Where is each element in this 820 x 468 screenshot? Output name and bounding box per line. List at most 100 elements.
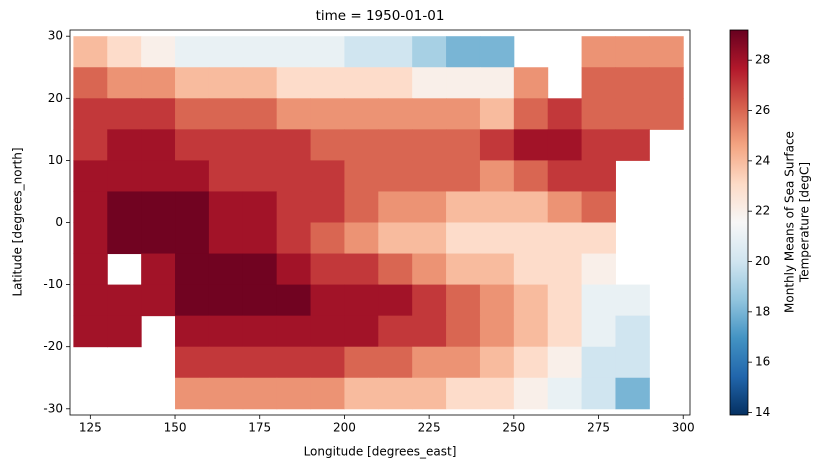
y-tick-label: -20 <box>43 339 63 353</box>
heatmap-cell <box>649 36 684 68</box>
heatmap-cell <box>513 377 549 410</box>
heatmap-cell <box>242 36 278 68</box>
colorbar <box>729 29 749 416</box>
heatmap-cell <box>378 346 413 379</box>
heatmap-cell <box>175 253 210 286</box>
heatmap-cell <box>479 284 515 317</box>
heatmap-cell <box>107 98 142 130</box>
heatmap-cell <box>581 98 616 130</box>
heatmap-cell <box>378 315 413 348</box>
heatmap-cell <box>276 253 312 286</box>
heatmap-cell <box>615 284 650 317</box>
heatmap-cell <box>446 160 481 192</box>
heatmap-cell <box>581 377 616 410</box>
heatmap-cell <box>276 346 312 379</box>
heatmap-cell <box>547 346 583 379</box>
heatmap-cell <box>615 98 650 130</box>
heatmap-cell <box>175 191 210 223</box>
heatmap-cell <box>446 284 481 317</box>
heatmap-cell <box>547 129 583 161</box>
heatmap-cell <box>73 253 108 286</box>
heatmap-cell <box>513 191 549 223</box>
heatmap-cell <box>242 129 278 161</box>
heatmap-cell <box>141 98 176 130</box>
heatmap-cell <box>141 284 176 317</box>
heatmap-cell <box>378 36 413 68</box>
heatmap-cell <box>412 253 447 286</box>
heatmap-cell <box>175 129 210 161</box>
heatmap-cell <box>581 160 616 192</box>
chart-title: time = 1950-01-01 <box>316 8 445 24</box>
x-tick-label: 275 <box>587 421 610 435</box>
heatmap-cell <box>378 253 413 286</box>
heatmap-cell <box>378 98 413 130</box>
heatmap-cell <box>310 36 345 68</box>
heatmap-cell <box>242 67 278 99</box>
heatmap-cell <box>513 160 549 192</box>
heatmap-cell <box>107 191 142 223</box>
y-tick-label: -10 <box>43 277 63 291</box>
heatmap-cell <box>276 160 312 192</box>
heatmap-cell <box>310 191 345 223</box>
heatmap-cell <box>479 222 515 255</box>
heatmap-cell <box>412 346 447 379</box>
heatmap-cell <box>310 129 345 161</box>
heatmap-cell <box>547 222 583 255</box>
heatmap-cell <box>446 346 481 379</box>
heatmap-cell <box>547 160 583 192</box>
heatmap-cell <box>73 129 108 161</box>
colorbar-tick-label: 28 <box>755 53 770 67</box>
heatmap-cell <box>310 346 345 379</box>
heatmap-cell <box>513 346 549 379</box>
heatmap-cell <box>310 315 345 348</box>
y-axis-label: Latitude [degrees_north] <box>11 147 25 296</box>
heatmap-cell <box>581 315 616 348</box>
heatmap-cell <box>344 284 379 317</box>
heatmap-cell <box>513 315 549 348</box>
heatmap-cell <box>208 67 244 99</box>
x-tick-label: 300 <box>672 421 695 435</box>
heatmap-cell <box>479 129 515 161</box>
heatmap-cell <box>412 284 447 317</box>
heatmap-cell <box>344 222 379 255</box>
heatmap-cell <box>208 129 244 161</box>
heatmap-cell <box>276 222 312 255</box>
heatmap-cell <box>581 191 616 223</box>
heatmap-cell <box>107 222 142 255</box>
y-tick-label: 0 <box>55 215 63 229</box>
heatmap-cell <box>310 284 345 317</box>
x-tick-label: 200 <box>333 421 356 435</box>
heatmap-cell <box>208 284 244 317</box>
heatmap-cell <box>73 98 108 130</box>
heatmap-cell <box>344 98 379 130</box>
colorbar-tick-label: 24 <box>755 153 770 167</box>
heatmap-cell <box>107 160 142 192</box>
heatmap-cell <box>242 191 278 223</box>
heatmap-cell <box>615 377 650 410</box>
heatmap-cell <box>73 36 108 68</box>
heatmap-cell <box>276 191 312 223</box>
heatmap-cell <box>73 222 108 255</box>
heatmap-cell <box>107 315 142 348</box>
heatmap-cell <box>615 36 650 68</box>
heatmap-cell <box>242 98 278 130</box>
heatmap-cell <box>141 67 176 99</box>
heatmap-cell <box>242 315 278 348</box>
heatmap-cell <box>344 36 379 68</box>
heatmap-cell <box>446 222 481 255</box>
x-axis-label: Longitude [degrees_east] <box>304 445 457 459</box>
colorbar-tick-label: 20 <box>755 254 770 268</box>
heatmap-cell <box>242 222 278 255</box>
heatmap-cell <box>479 377 515 410</box>
heatmap-cell <box>310 222 345 255</box>
heatmap-cell <box>513 67 549 99</box>
y-tick-label: -30 <box>43 401 63 415</box>
heatmap-cell <box>344 315 379 348</box>
heatmap-cell <box>208 98 244 130</box>
heatmap-cell <box>479 98 515 130</box>
heatmap-cell <box>208 191 244 223</box>
heatmap-cell <box>310 67 345 99</box>
heatmap-cell <box>344 191 379 223</box>
heatmap-cell <box>175 377 210 410</box>
heatmap-cell <box>208 222 244 255</box>
